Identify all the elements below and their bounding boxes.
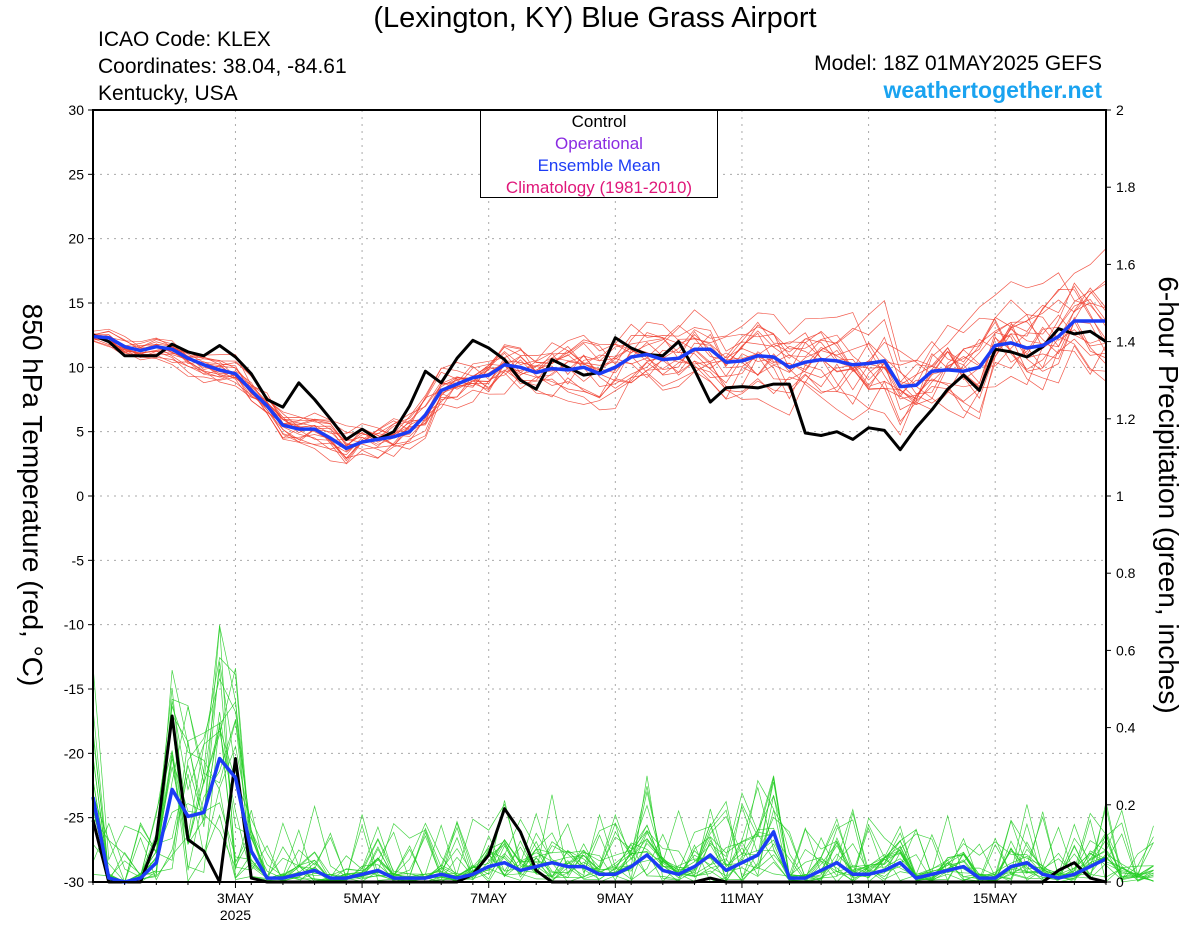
x-tick-label: 5MAY bbox=[344, 890, 382, 906]
y-tick-label-right: 1.4 bbox=[1116, 334, 1136, 350]
member-temp-line bbox=[92, 287, 1107, 441]
x-tick-label: 9MAY bbox=[597, 890, 635, 906]
x-tick-label: 3MAY bbox=[217, 890, 255, 906]
member-temp-line bbox=[92, 272, 1107, 457]
y-tick-label-left: -10 bbox=[64, 617, 84, 633]
y-tick-label-left: 0 bbox=[76, 488, 84, 504]
x-tick-label: 11MAY bbox=[720, 890, 764, 906]
member-temp-line bbox=[92, 316, 1107, 450]
y-tick-label-left: -20 bbox=[64, 745, 84, 761]
grid-lines bbox=[93, 110, 1106, 882]
station-info: ICAO Code: KLEX Coordinates: 38.04, -84.… bbox=[98, 26, 347, 107]
chart-title: (Lexington, KY) Blue Grass Airport bbox=[373, 2, 817, 34]
y-tick-label-right: 1.2 bbox=[1116, 411, 1136, 427]
y-tick-label-left: 25 bbox=[68, 166, 84, 182]
y-tick-label-right: 1.6 bbox=[1116, 256, 1136, 272]
member-precip-line bbox=[92, 722, 1154, 883]
y-tick-label-right: 0 bbox=[1116, 874, 1124, 890]
member-temp-line bbox=[92, 285, 1107, 460]
region: Kentucky, USA bbox=[98, 82, 238, 105]
x-tick-sublabel: 2025 bbox=[220, 907, 251, 923]
legend-operational: Operational bbox=[555, 134, 643, 153]
model-run: Model: 18Z 01MAY2025 GEFS bbox=[814, 52, 1102, 75]
y-tick-label-right: 0.8 bbox=[1116, 565, 1136, 581]
member-temp-line bbox=[92, 298, 1107, 447]
member-temp-line bbox=[92, 321, 1107, 437]
member-temp-line bbox=[92, 248, 1107, 453]
member-precip-line bbox=[92, 721, 1154, 883]
member-precip-line bbox=[92, 625, 1154, 883]
site-link[interactable]: weathertogether.net bbox=[883, 77, 1102, 103]
y-tick-label-left: 15 bbox=[68, 295, 84, 311]
y-tick-label-left: 20 bbox=[68, 231, 84, 247]
y-tick-label-right: 0.4 bbox=[1116, 720, 1136, 736]
y-tick-label-left: 30 bbox=[68, 102, 84, 118]
member-precip-line bbox=[92, 656, 1154, 883]
member-precip-line bbox=[92, 698, 1154, 883]
y-tick-label-left: -5 bbox=[72, 552, 85, 568]
x-tick-label: 13MAY bbox=[846, 890, 892, 906]
y-tick-label-left: -15 bbox=[64, 681, 84, 697]
legend-mean: Ensemble Mean bbox=[537, 156, 661, 175]
member-temp-line bbox=[92, 314, 1107, 447]
coordinates: Coordinates: 38.04, -84.61 bbox=[98, 55, 347, 78]
precip-ensemble-mean-line bbox=[91, 756, 1107, 884]
member-temp-line bbox=[92, 320, 1107, 462]
x-tick-label: 15MAY bbox=[973, 890, 1019, 906]
y-tick-label-left: 5 bbox=[76, 424, 84, 440]
y-tick-label-left: 10 bbox=[68, 359, 84, 375]
member-temp-line bbox=[92, 299, 1107, 456]
icao-code: ICAO Code: KLEX bbox=[98, 28, 271, 51]
y-tick-label-right: 1.8 bbox=[1116, 179, 1136, 195]
x-tick-label: 7MAY bbox=[470, 890, 508, 906]
member-temp-line bbox=[92, 282, 1107, 459]
y-tick-label-right: 2 bbox=[1116, 102, 1124, 118]
temp-ensemble-mean-line bbox=[92, 319, 1106, 451]
legend-control: Control bbox=[571, 112, 627, 131]
y-tick-label-right: 1 bbox=[1116, 488, 1124, 504]
y-tick-label-right: 0.6 bbox=[1116, 642, 1136, 658]
legend: Control Operational Ensemble Mean Climat… bbox=[480, 110, 718, 198]
member-temp-line bbox=[92, 280, 1107, 450]
member-precip-line bbox=[92, 754, 1154, 883]
y-tick-label-left: -25 bbox=[64, 810, 84, 826]
model-info: Model: 18Z 01MAY2025 GEFS weathertogethe… bbox=[814, 50, 1102, 104]
member-temp-line bbox=[92, 309, 1107, 464]
legend-climatology: Climatology (1981-2010) bbox=[505, 178, 693, 197]
y-tick-label-left: -30 bbox=[64, 874, 84, 890]
member-temp-line bbox=[92, 330, 1107, 459]
y-tick-label-right: 0.2 bbox=[1116, 797, 1136, 813]
axes: 302520151050-5-10-15-20-25-3021.81.61.41… bbox=[64, 102, 1136, 923]
